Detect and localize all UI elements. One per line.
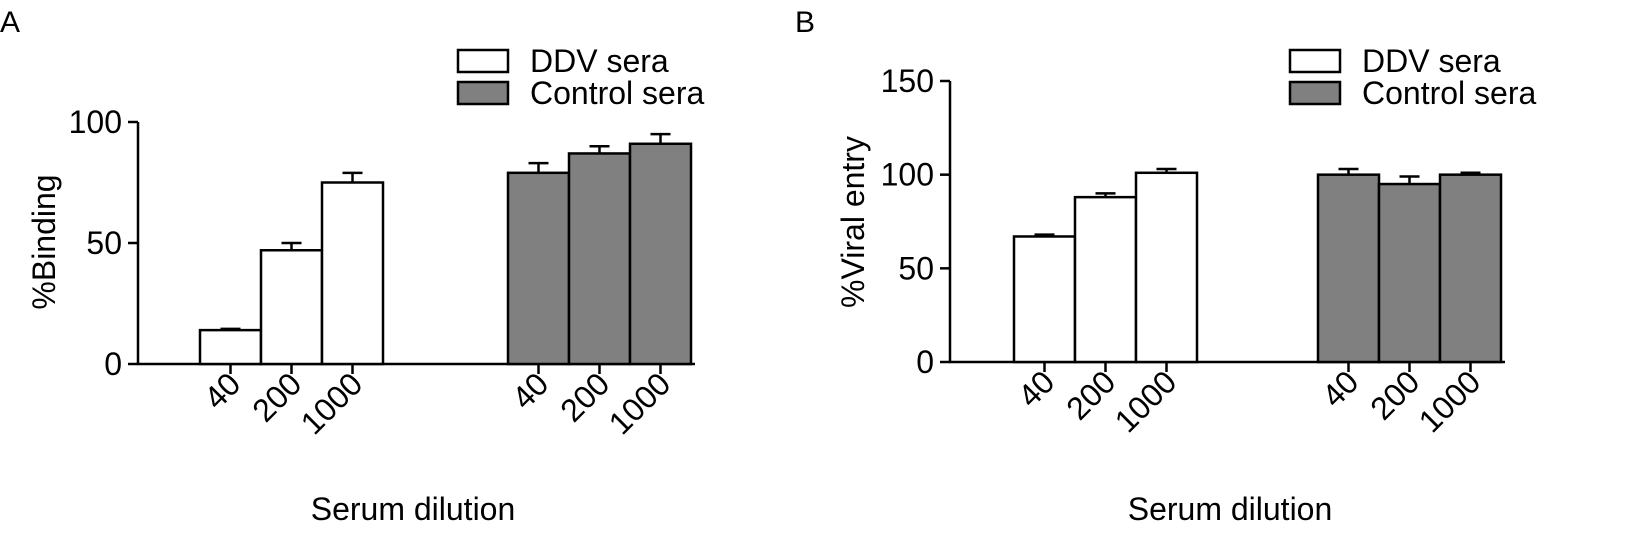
panel-b-legend-label-ddv: DDV sera <box>1362 43 1501 79</box>
panel-b-bar <box>1316 173 1381 364</box>
panel-a-y-axis-title: %Binding <box>26 174 62 309</box>
panel-b-bar <box>1377 182 1442 364</box>
panel-b-y-tick-label: 50 <box>898 250 934 286</box>
panel-a-bar <box>567 152 632 366</box>
panel-b-y-tick-label: 100 <box>881 157 934 193</box>
panel-b-y-axis-title: %Viral entry <box>835 136 871 308</box>
panel-a-x-tick-label: 1000 <box>602 365 678 441</box>
panel-b-x-tick-label: 1000 <box>1412 363 1488 439</box>
panel-b-label: B <box>795 6 815 39</box>
panel-b-x-tick-label: 40 <box>1011 363 1062 414</box>
panel-a-legend-swatch-control <box>456 80 510 106</box>
panel-b-bar <box>1134 171 1199 364</box>
panel-a-bar <box>506 171 571 366</box>
panel-a-legend-swatch-ddv <box>456 48 510 74</box>
panel-a-x-tick-label: 40 <box>505 365 556 416</box>
panel-b-bar <box>1073 195 1138 364</box>
panel-b-x-tick-label: 40 <box>1315 363 1366 414</box>
panel-a-bar <box>628 142 693 366</box>
panel-b-y-tick-label: 0 <box>916 344 934 380</box>
panel-b: B %Viral entry Serum dilution DDV sera C… <box>795 6 1537 527</box>
panel-b-legend-swatch-control <box>1288 80 1342 106</box>
panel-b-legend-label-control: Control sera <box>1362 75 1537 111</box>
panel-b-x-axis-title: Serum dilution <box>1128 491 1333 527</box>
panel-b-x-tick-label: 1000 <box>1108 363 1184 439</box>
panel-a-legend: DDV sera Control sera <box>456 43 705 111</box>
panel-a-x-tick-label: 1000 <box>294 365 370 441</box>
panel-a: A %Binding Serum dilution DDV sera Contr… <box>0 6 705 527</box>
panel-a-bar <box>320 181 385 366</box>
panel-b-bar <box>1438 173 1503 364</box>
panel-b-legend: DDV sera Control sera <box>1288 43 1537 111</box>
panel-a-legend-label-control: Control sera <box>530 75 705 111</box>
panel-a-label: A <box>0 6 20 39</box>
panel-b-bar <box>1012 235 1077 364</box>
panel-b-legend-swatch-ddv <box>1288 48 1342 74</box>
panel-a-legend-label-ddv: DDV sera <box>530 43 669 79</box>
panel-a-x-tick-label: 40 <box>197 365 248 416</box>
panel-a-bar <box>198 328 263 366</box>
panel-a-y-tick-label: 50 <box>86 225 122 261</box>
panel-b-y-tick-label: 150 <box>881 63 934 99</box>
panel-a-bar <box>259 249 324 366</box>
panel-a-y-tick-label: 0 <box>104 346 122 382</box>
panel-a-y-tick-label: 100 <box>69 104 122 140</box>
panel-a-x-axis-title: Serum dilution <box>311 491 516 527</box>
